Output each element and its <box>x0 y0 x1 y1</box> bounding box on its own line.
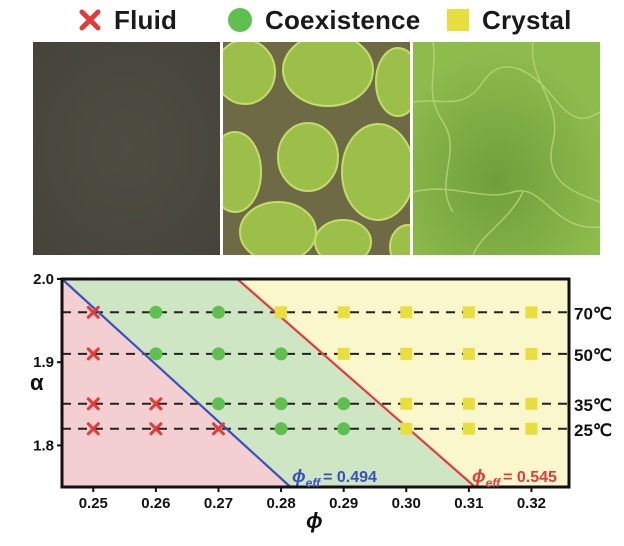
crystal-point <box>525 397 538 410</box>
micrograph-coexistence <box>223 42 410 255</box>
fluid-point-stroke <box>149 422 163 436</box>
eff-subscript: eff <box>486 476 501 490</box>
crystal-point <box>525 306 538 319</box>
coexistence-point <box>274 397 288 411</box>
coexistence-point <box>337 397 351 411</box>
legend-item-coexistence: Coexistence <box>227 4 420 36</box>
crystal-point <box>337 306 350 319</box>
x-tick-label: 0.31 <box>454 495 483 512</box>
x-tick-label: 0.29 <box>329 495 358 512</box>
micrograph-crystal <box>413 42 600 255</box>
fluid-point-stroke <box>211 422 225 436</box>
fluid-point-stroke <box>149 397 163 411</box>
crystal-point <box>337 347 350 360</box>
phase-boundary-line <box>61 278 292 488</box>
legend: Fluid Coexistence Crystal <box>0 0 624 40</box>
temperature-label: 50℃ <box>574 346 612 365</box>
phi-symbol: ϕ <box>472 466 486 486</box>
crystal-point <box>525 347 538 360</box>
coexistence-point <box>211 305 225 319</box>
temperature-lines: 70℃ 50℃ 35℃ 25℃ <box>62 304 612 440</box>
data-points <box>86 305 538 436</box>
axis-ticks: 0.25 0.26 0.27 0.28 0.29 0.30 0.31 0.32 2.0 1.9 1.… <box>33 271 546 512</box>
legend-item-fluid: Fluid <box>78 4 177 36</box>
fluid-point-stroke <box>86 397 100 411</box>
fluid-point-stroke <box>86 347 100 361</box>
fluid-point <box>86 347 100 361</box>
fluid-point <box>86 422 100 436</box>
crystal-point <box>462 397 475 410</box>
x-tick-label: 0.26 <box>141 495 170 512</box>
x-tick-label: 0.30 <box>392 495 421 512</box>
phi-symbol: ϕ <box>292 466 306 486</box>
coexistence-point <box>149 305 163 319</box>
fluid-point <box>86 305 100 319</box>
x-tick-label: 0.32 <box>517 495 546 512</box>
crystal-point <box>462 306 475 319</box>
crystal-point <box>462 347 475 360</box>
crystal-point <box>400 422 413 435</box>
crystal-point <box>275 306 288 319</box>
fluid-point-stroke <box>86 422 100 436</box>
micrograph-fluid <box>33 42 220 255</box>
coexistence-point <box>274 422 288 436</box>
x-tick-label: 0.27 <box>204 495 233 512</box>
fluid-point <box>149 397 163 411</box>
crystal-point <box>462 422 475 435</box>
crystal-point <box>400 397 413 410</box>
temperature-label: 35℃ <box>574 396 612 415</box>
temperature-label: 25℃ <box>574 421 612 440</box>
y-axis-label: α <box>30 370 44 395</box>
legend-label-fluid: Fluid <box>114 4 178 35</box>
region-coexistence <box>62 279 476 487</box>
x-axis-label: ϕ <box>306 508 323 533</box>
boundary-value: = 0.494 <box>323 469 377 486</box>
fluid-point <box>86 397 100 411</box>
legend-label-crystal: Crystal <box>482 4 572 35</box>
green-circle-icon <box>228 8 252 32</box>
coexistence-point <box>211 397 225 411</box>
y-tick-label: 2.0 <box>33 271 54 288</box>
crystal-point <box>400 306 413 319</box>
legend-item-crystal: Crystal <box>446 4 572 36</box>
fluid-point <box>211 422 225 436</box>
yellow-square-icon <box>447 9 469 31</box>
x-cross-icon <box>79 9 101 31</box>
coexistence-point <box>211 347 225 361</box>
x-tick-label: 0.28 <box>266 495 295 512</box>
region-crystal <box>237 279 569 487</box>
plot-frame <box>60 277 571 489</box>
temperature-label: 70℃ <box>574 304 612 323</box>
coexistence-point <box>274 347 288 361</box>
boundary-value: = 0.545 <box>503 469 557 486</box>
fluid-point <box>149 422 163 436</box>
y-tick-label: 1.9 <box>33 354 54 371</box>
eff-subscript: eff <box>306 476 321 490</box>
fluid-point-stroke <box>86 305 100 319</box>
boundary-annotation: ϕeff = 0.545 <box>472 466 557 490</box>
boundary-labels: ϕeff = 0.494 ϕeff = 0.545 <box>292 466 557 490</box>
x-tick-label: 0.25 <box>79 495 108 512</box>
y-tick-label: 1.8 <box>33 437 54 454</box>
boundary-annotation: ϕeff = 0.494 <box>292 466 377 490</box>
crystal-point <box>400 347 413 360</box>
crystal-point <box>525 422 538 435</box>
coexistence-point <box>149 347 163 361</box>
phase-regions <box>62 279 569 487</box>
legend-label-coexistence: Coexistence <box>265 4 421 35</box>
coexistence-point <box>337 422 351 436</box>
